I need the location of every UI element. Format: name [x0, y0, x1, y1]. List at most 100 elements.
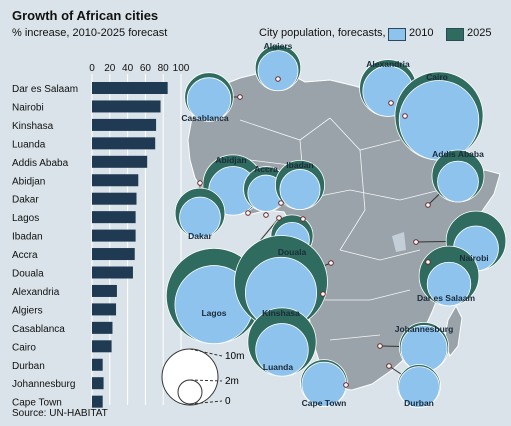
city-dot — [278, 200, 284, 206]
city-dot — [328, 260, 334, 266]
city-dot — [425, 259, 431, 265]
bubble-2010 — [279, 169, 321, 210]
bubble-2010 — [426, 261, 472, 307]
category-label: Lagos — [12, 213, 39, 224]
x-tick-label: 80 — [158, 63, 170, 74]
city-label: Addis Ababa — [432, 149, 484, 159]
x-tick-label: 20 — [104, 63, 116, 74]
bar — [92, 340, 112, 353]
bar — [92, 284, 117, 297]
size-legend-label-10m: 10m — [225, 351, 244, 362]
city-label: Accra — [254, 164, 278, 174]
bar — [92, 377, 104, 390]
city-label: Lagos — [201, 308, 226, 318]
bar — [92, 174, 139, 187]
bar — [92, 137, 156, 150]
category-label: Addis Ababa — [12, 158, 69, 169]
chart-title: Growth of African cities — [12, 8, 159, 23]
city-label: Ibadan — [286, 160, 313, 170]
category-label: Durban — [12, 361, 45, 372]
city-label: Alexandria — [366, 59, 410, 69]
chart-subtitle: % increase, 2010-2025 forecast — [12, 27, 168, 39]
city-dot — [320, 291, 326, 297]
bubble-2010 — [257, 50, 299, 92]
category-label: Nairobi — [12, 102, 44, 113]
city-dot — [275, 76, 281, 82]
category-label: Johannesburg — [12, 379, 75, 390]
bar — [92, 303, 117, 316]
city-dot — [377, 343, 383, 349]
bar — [92, 211, 136, 224]
legend-swatch-2025 — [446, 28, 464, 41]
city-dot — [425, 202, 431, 208]
category-label: Casablanca — [12, 324, 65, 335]
size-legend-label-0: 0 — [225, 396, 231, 407]
category-label: Dakar — [12, 195, 39, 206]
size-legend-circle-2m — [177, 379, 203, 405]
city-dot — [343, 382, 349, 388]
city-dot — [402, 113, 408, 119]
city-dot — [300, 216, 306, 222]
bar-chart: 0 20 40 60 80 100 Dar es Salaam Nairobi Kinshasa… — [12, 63, 190, 409]
size-legend-line-2m — [189, 379, 223, 382]
x-tick-label: 100 — [173, 63, 190, 74]
size-legend-line-0 — [189, 400, 223, 405]
bar — [92, 82, 168, 94]
city-label: Casablanca — [181, 113, 229, 123]
city-dot — [245, 210, 251, 216]
city-dot — [388, 100, 394, 106]
x-tick-label: 0 — [89, 63, 95, 74]
legend-swatch-2010 — [388, 28, 406, 41]
category-label: Cairo — [12, 342, 36, 353]
source-note: Source: UN-HABITAT — [12, 408, 108, 419]
city-label: Cape Town — [302, 398, 347, 408]
bar — [92, 192, 137, 205]
size-legend: 10m 2m 0 — [161, 348, 244, 407]
legend-label-2010: 2010 — [409, 27, 434, 39]
city-dot — [237, 94, 243, 100]
legend-title: City population, forecasts, — [259, 27, 386, 39]
city-dot — [413, 239, 419, 245]
city-label: Kinshasa — [262, 308, 300, 318]
bubble-2010 — [398, 366, 440, 408]
city-label: Abidjan — [215, 155, 246, 165]
bubble-2010 — [179, 196, 221, 239]
bar — [92, 118, 157, 131]
bar — [92, 266, 133, 279]
bubble-2010 — [186, 77, 232, 122]
bar — [92, 248, 135, 261]
size-legend-line-10m — [189, 348, 223, 357]
bubble-2010 — [255, 323, 309, 377]
bar — [92, 358, 103, 371]
category-label: Ibadan — [12, 232, 43, 243]
city-dot — [263, 212, 269, 218]
city-label: Cairo — [426, 72, 448, 82]
category-label: Accra — [12, 250, 38, 261]
category-label: Cape Town — [12, 398, 62, 409]
city-label: Durban — [404, 398, 434, 408]
city-dot — [386, 363, 392, 369]
city-dot — [197, 180, 203, 186]
bar — [92, 229, 136, 242]
city-label: Douala — [278, 247, 307, 257]
category-label: Algiers — [12, 305, 43, 316]
bar — [92, 321, 113, 334]
bubble-map: Algiers Casablanca Alexandria Cairo Abidjan A… — [165, 41, 507, 408]
size-legend-label-2m: 2m — [225, 376, 239, 387]
city-label: Algiers — [264, 41, 293, 51]
city-label: Dakar — [188, 231, 212, 241]
category-label: Alexandria — [12, 287, 60, 298]
category-label: Luanda — [12, 139, 46, 150]
bar — [92, 100, 161, 113]
category-label: Kinshasa — [12, 121, 54, 132]
city-dot — [276, 215, 282, 221]
city-label: Luanda — [263, 362, 293, 372]
bar — [92, 395, 103, 408]
bubble-2010 — [437, 160, 479, 203]
x-tick-label: 40 — [122, 63, 134, 74]
legend-label-2025: 2025 — [467, 27, 492, 39]
category-label: Douala — [12, 269, 44, 280]
city-label: Johannesburg — [395, 324, 454, 334]
